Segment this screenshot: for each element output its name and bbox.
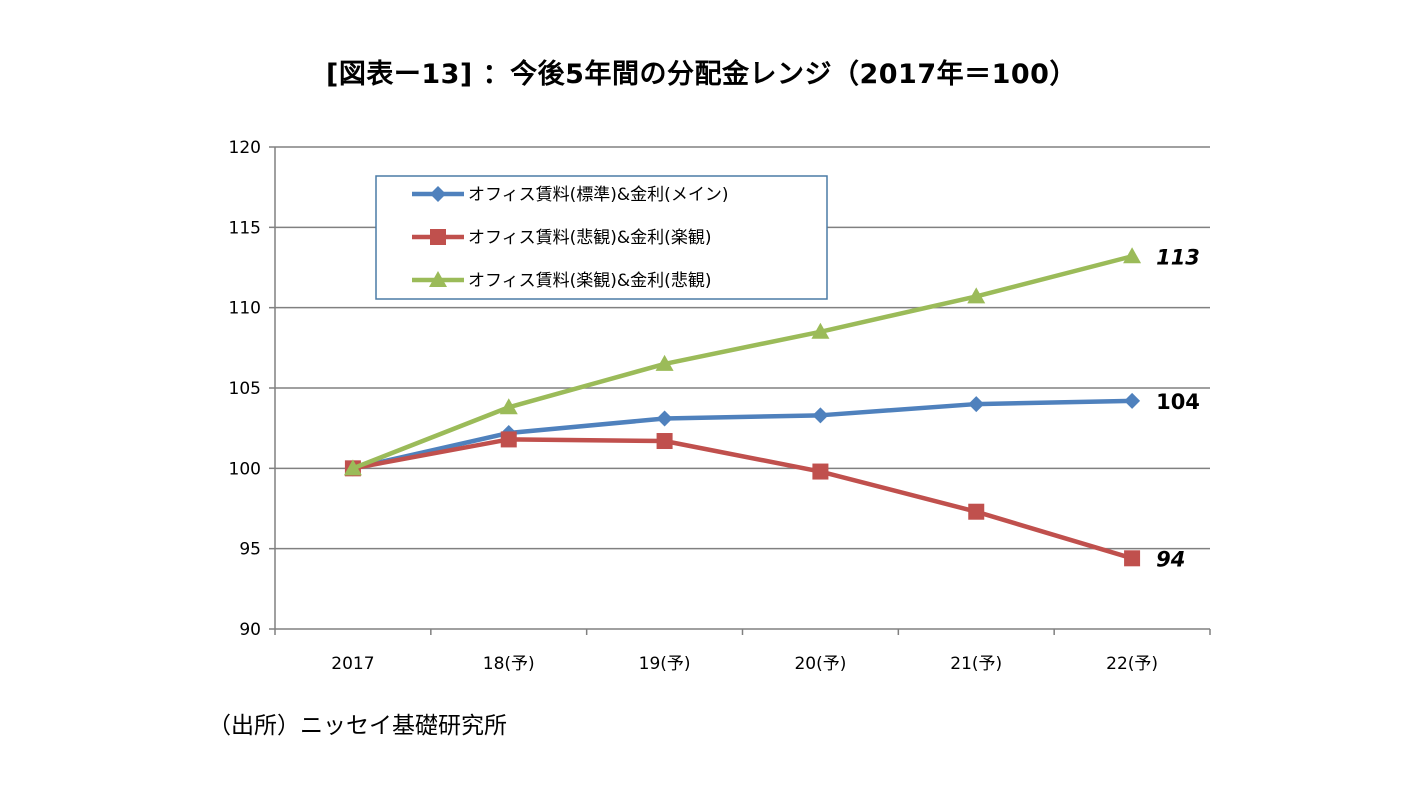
data-point-2 (811, 322, 830, 339)
data-point-0 (812, 407, 829, 424)
tick-label-y: 90 (239, 620, 261, 640)
legend-swatch-marker-2 (429, 271, 447, 287)
data-point-0 (1124, 392, 1141, 409)
end-value-label-1: 94 (1156, 547, 1185, 571)
tick-label-x: 20(予) (794, 654, 846, 674)
legend: オフィス賃料(標準)&金利(メイン) オフィス賃料(悲観)&金利(楽観) オフィス賃… (375, 175, 828, 300)
tick-label-x: 2017 (331, 654, 374, 674)
end-value-label-0: 104 (1156, 390, 1200, 414)
tick-label-x: 22(予) (1106, 654, 1158, 674)
tick-label-y: 105 (229, 379, 261, 399)
tick-label-y: 100 (229, 459, 261, 479)
legend-swatch-marker-0 (430, 186, 446, 202)
tick-label-x: 21(予) (950, 654, 1002, 674)
legend-label-1: オフィス賃料(悲観)&金利(楽観) (468, 228, 711, 248)
data-point-2 (499, 398, 518, 415)
gridlines (275, 146, 1210, 550)
legend-swatch-marker-1 (430, 229, 446, 245)
series-lines: 104 94 113 (343, 245, 1200, 571)
data-point-1 (500, 431, 517, 448)
series-line-0 (352, 398, 1133, 471)
tick-label-x: 19(予) (639, 654, 691, 674)
series-line-2 (352, 254, 1133, 471)
series-line-1 (352, 437, 1133, 561)
data-point-0 (656, 410, 673, 427)
tick-label-y: 95 (239, 540, 261, 560)
data-point-1 (968, 503, 985, 520)
end-value-label-2: 113 (1156, 245, 1200, 269)
data-point-2 (343, 459, 362, 476)
data-point-1 (1124, 550, 1141, 567)
data-point-2 (967, 287, 986, 304)
tick-label-y: 115 (229, 218, 261, 238)
data-point-1 (656, 433, 673, 450)
tick-label-y: 120 (229, 138, 261, 158)
tick-label-y: 110 (229, 299, 261, 319)
data-point-1 (812, 463, 829, 480)
data-point-0 (968, 396, 985, 413)
legend-label-0: オフィス賃料(標準)&金利(メイン) (468, 185, 728, 205)
legend-label-2: オフィス賃料(楽観)&金利(悲観) (468, 271, 711, 291)
data-point-2 (1123, 247, 1142, 264)
data-point-2 (655, 354, 674, 371)
axes: 90 95 100 105 110 115 120 2017 18(予) 19(予) 20(予) 21… (229, 138, 1211, 674)
source-note: （出所）ニッセイ基礎研究所 (208, 713, 507, 739)
tick-label-x: 18(予) (483, 654, 535, 674)
chart-title: [図表ー13] ：今後5年間の分配金レンジ（2017年＝100） (326, 59, 1077, 90)
